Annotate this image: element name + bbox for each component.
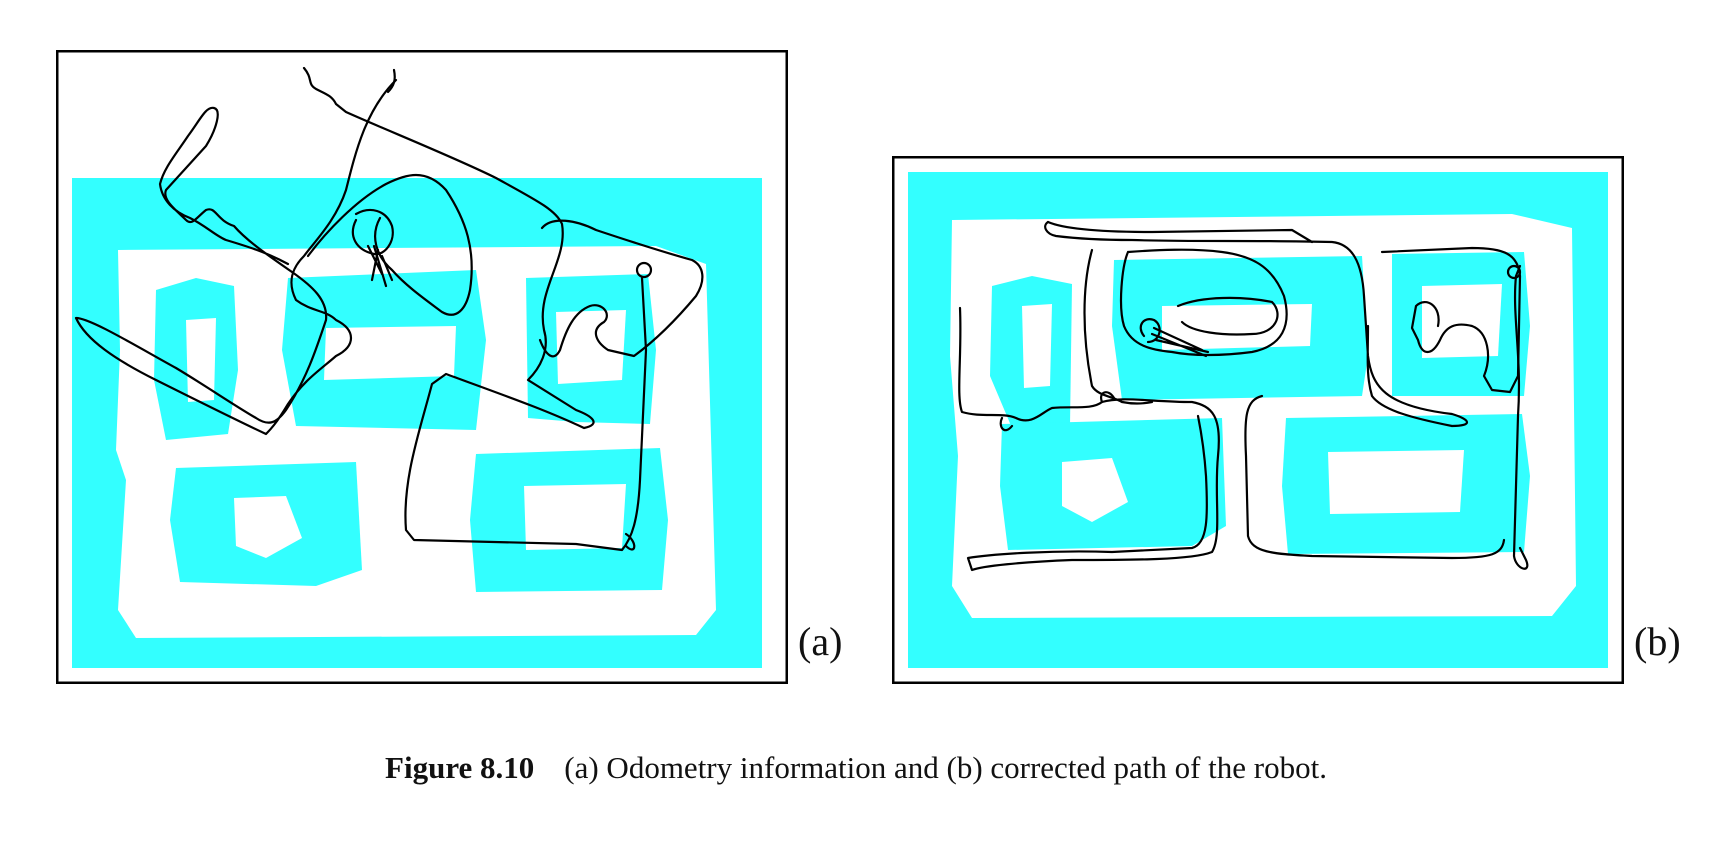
- panel-b-occupancy-map: [908, 172, 1608, 668]
- figure-caption-text: (a) Odometry information and (b) correct…: [564, 750, 1327, 785]
- panel-a-odometry-map: [56, 50, 788, 684]
- odometry-map-figure: [56, 50, 788, 684]
- figure-number: Figure 8.10: [385, 750, 535, 785]
- panel-b-robot-path: [958, 220, 1529, 572]
- corrected-path-figure: [892, 156, 1624, 684]
- panel-b-corrected-map: [892, 156, 1624, 684]
- panel-b-label: (b): [1634, 619, 1681, 664]
- panel-a-robot-path: [74, 66, 704, 552]
- panel-a-occupancy-map: [72, 178, 762, 668]
- figure-caption: Figure 8.10 (a) Odometry information and …: [0, 750, 1712, 786]
- panel-a-label: (a): [798, 619, 843, 664]
